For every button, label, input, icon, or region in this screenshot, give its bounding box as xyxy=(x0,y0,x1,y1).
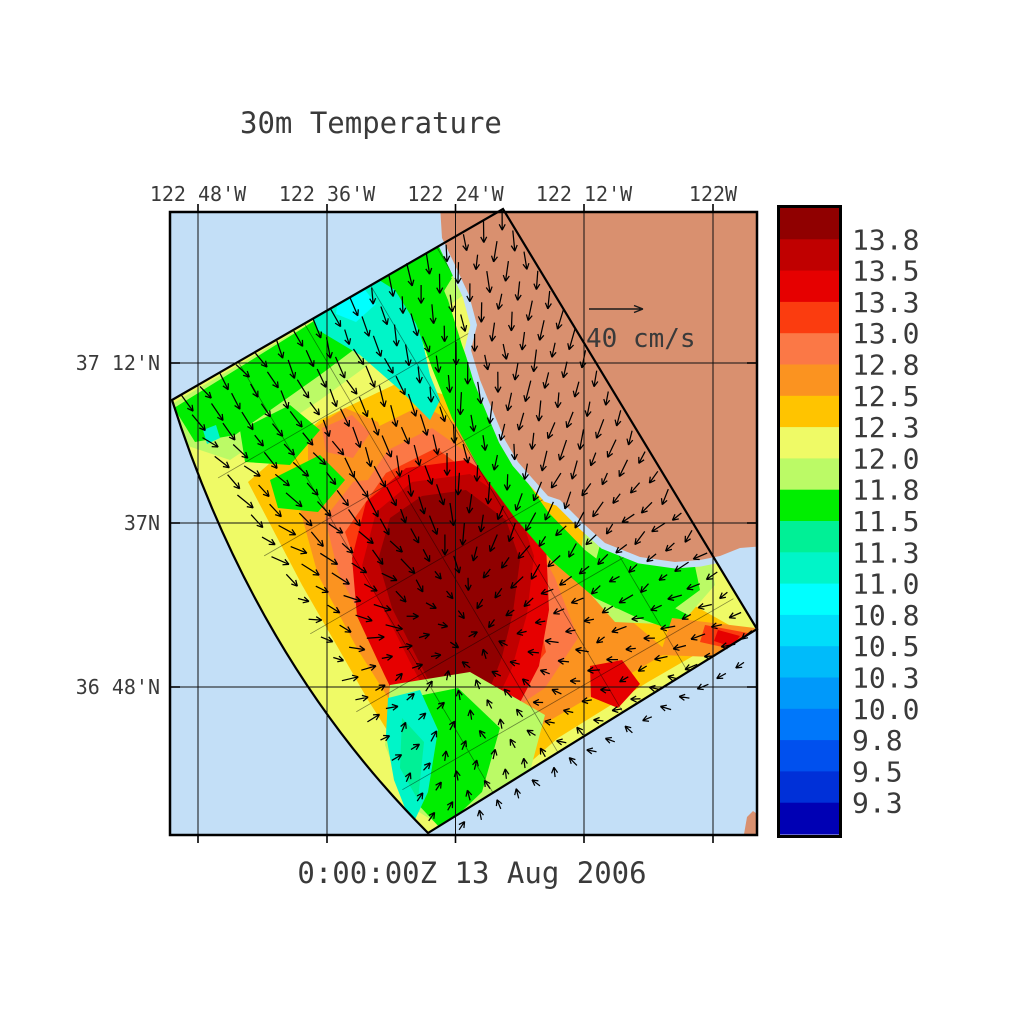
longitude-label: 122W xyxy=(689,182,738,206)
colorbar-tick-label: 11.0 xyxy=(852,568,919,601)
colorbar-labels: 13.813.513.313.012.812.512.312.011.811.5… xyxy=(852,223,919,819)
colorbar-tick-label: 10.3 xyxy=(852,662,919,695)
colorbar-tick-label: 12.0 xyxy=(852,442,919,475)
colorbar-tick-label: 11.8 xyxy=(852,474,919,507)
colorbar-tick-label: 9.5 xyxy=(852,755,903,788)
colorbar-band xyxy=(780,802,839,835)
longitude-label: 122 24'W xyxy=(407,182,504,206)
colorbar-band xyxy=(780,677,839,710)
colorbar-band xyxy=(780,521,839,553)
axis-ticks xyxy=(170,204,757,843)
swath-band xyxy=(392,345,440,420)
colorbar-band xyxy=(780,740,839,772)
colorbar-tick-label: 10.0 xyxy=(852,693,919,726)
colorbar-tick-label: 11.3 xyxy=(852,536,919,569)
colorbar-band xyxy=(780,208,839,240)
model-grid-line xyxy=(402,598,734,791)
colorbar-tick-label: 11.5 xyxy=(852,505,919,538)
lat-lon-gridlines xyxy=(170,212,757,835)
timestamp-label: 0:00:00Z 13 Aug 2006 xyxy=(297,856,646,890)
colorbar-band xyxy=(780,614,839,647)
colorbar-tick-label: 12.3 xyxy=(852,411,919,444)
swath-band xyxy=(408,262,688,632)
plot-title: 30m Temperature xyxy=(240,106,502,140)
swath-band xyxy=(203,425,220,444)
latitude-axis-labels: 37 12'N 37N 36 48'N xyxy=(76,351,160,699)
colorbar-band xyxy=(780,270,839,303)
colorbar-band xyxy=(780,646,839,679)
longitude-axis-labels: 122 48'W 122 36'W 122 24'W 122 12'W 122W xyxy=(150,182,738,206)
colorbar-band xyxy=(780,301,839,334)
longitude-label: 122 12'W xyxy=(536,182,633,206)
vector-scale-label: 40 cm/s xyxy=(586,324,696,354)
longitude-label: 122 48'W xyxy=(150,182,247,206)
colorbar-band xyxy=(780,708,839,741)
colorbar-band xyxy=(780,333,839,366)
colorbar-band xyxy=(780,364,839,397)
colorbar-border xyxy=(777,205,842,838)
latitude-label: 36 48'N xyxy=(76,675,160,699)
colorbar-tick-label: 13.8 xyxy=(852,223,919,256)
swath-band xyxy=(400,718,424,800)
map-panel: 40 cm/s xyxy=(168,204,759,843)
colorbar-band xyxy=(780,489,839,522)
model-grid-line xyxy=(304,323,561,757)
colorbar-band xyxy=(780,771,839,804)
swath-band xyxy=(322,415,370,458)
scale-arrow-icon xyxy=(589,304,644,314)
latitude-label: 37 12'N xyxy=(76,351,160,375)
coastline-land xyxy=(433,212,757,569)
colorbar-tick-label: 13.0 xyxy=(852,317,919,350)
vector-scale-key: 40 cm/s xyxy=(586,304,696,354)
colorbar-band xyxy=(780,395,839,428)
colorbar-tick-label: 10.8 xyxy=(852,599,919,632)
model-domain-boundary xyxy=(170,207,759,835)
colorbar-band xyxy=(780,427,839,459)
colorbar-tick-label: 12.5 xyxy=(852,380,919,413)
colorbar-band xyxy=(780,552,839,585)
colorbar-tick-label: 13.5 xyxy=(852,255,919,288)
colorbar-band xyxy=(780,583,839,616)
colorbar-tick-label: 12.8 xyxy=(852,349,919,382)
colorbar-tick-label: 9.3 xyxy=(852,787,903,820)
current-vector-arrows xyxy=(180,212,753,831)
longitude-label: 122 36'W xyxy=(279,182,376,206)
colorbar-bands xyxy=(780,208,839,835)
swath-band xyxy=(590,660,640,708)
warm-core xyxy=(378,490,520,712)
latitude-label: 37N xyxy=(124,511,160,535)
colorbar-tick-label: 13.3 xyxy=(852,286,919,319)
colorbar-tick-label: 10.5 xyxy=(852,630,919,663)
colorbar-tick-label: 9.8 xyxy=(852,724,903,757)
colorbar-band xyxy=(780,239,839,272)
colorbar: 13.813.513.313.012.812.512.312.011.811.5… xyxy=(777,205,919,838)
colorbar-band xyxy=(780,458,839,491)
